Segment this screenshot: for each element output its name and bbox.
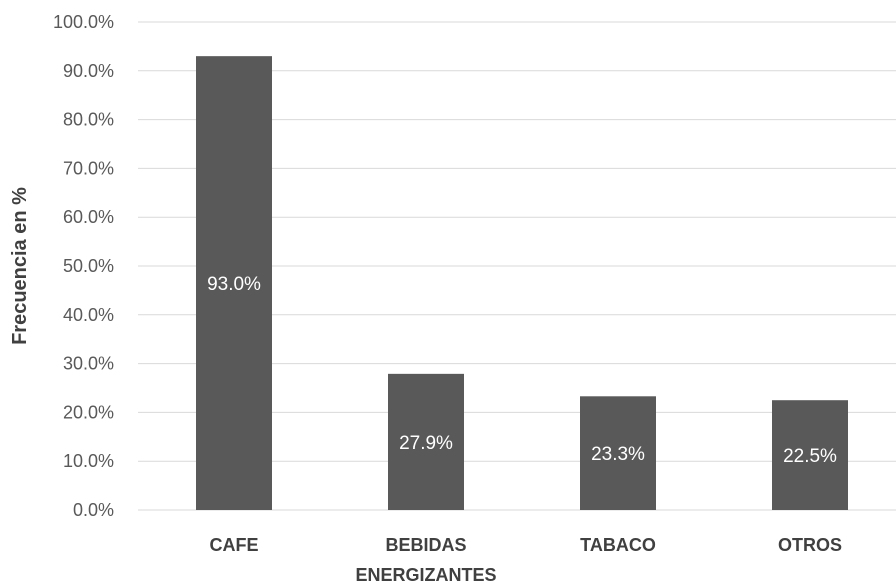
y-tick-label: 40.0%	[63, 305, 114, 325]
bar	[196, 56, 272, 510]
bars	[196, 56, 848, 510]
y-tick-label: 90.0%	[63, 61, 114, 81]
y-axis-title: Frecuencia en %	[9, 187, 31, 345]
y-tick-label: 20.0%	[63, 402, 114, 422]
bar	[580, 396, 656, 510]
y-tick-label: 10.0%	[63, 451, 114, 471]
bar	[772, 400, 848, 510]
category-label: OTROS	[778, 535, 842, 555]
data-label: 93.0%	[207, 274, 261, 295]
y-tick-label: 100.0%	[53, 12, 114, 32]
y-tick-label: 0.0%	[73, 500, 114, 520]
category-label: BEBIDAS	[385, 535, 466, 555]
category-label: ENERGIZANTES	[355, 565, 496, 583]
bar	[388, 373, 464, 510]
data-label: 27.9%	[399, 433, 453, 454]
y-tick-label: 30.0%	[63, 354, 114, 374]
category-label: CAFE	[210, 535, 259, 555]
y-tick-label: 80.0%	[63, 110, 114, 130]
data-label: 23.3%	[591, 444, 645, 465]
x-axis-categories: CAFE BEBIDAS ENERGIZANTES TABACO OTROS	[210, 535, 843, 583]
category-label: TABACO	[580, 535, 656, 555]
y-tick-label: 60.0%	[63, 207, 114, 227]
y-axis-ticks: 0.0% 10.0% 20.0% 30.0% 40.0% 50.0% 60.0% 70.0% 8…	[53, 12, 114, 520]
y-tick-label: 70.0%	[63, 158, 114, 178]
data-labels: 93.0% 27.9% 23.3% 22.5%	[207, 274, 837, 467]
data-label: 22.5%	[783, 446, 837, 467]
y-tick-label: 50.0%	[63, 256, 114, 276]
